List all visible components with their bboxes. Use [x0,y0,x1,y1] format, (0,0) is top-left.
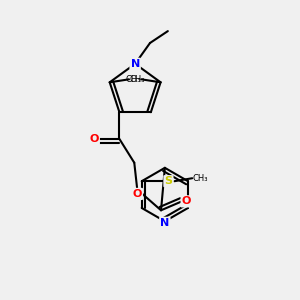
Text: CH₃: CH₃ [126,75,141,84]
Text: O: O [89,134,99,144]
Text: N: N [130,59,140,69]
Text: O: O [182,196,191,206]
Text: CH₃: CH₃ [129,75,145,84]
Text: O: O [133,189,142,199]
Text: S: S [164,176,172,186]
Text: N: N [160,218,170,228]
Text: CH₃: CH₃ [192,174,208,183]
